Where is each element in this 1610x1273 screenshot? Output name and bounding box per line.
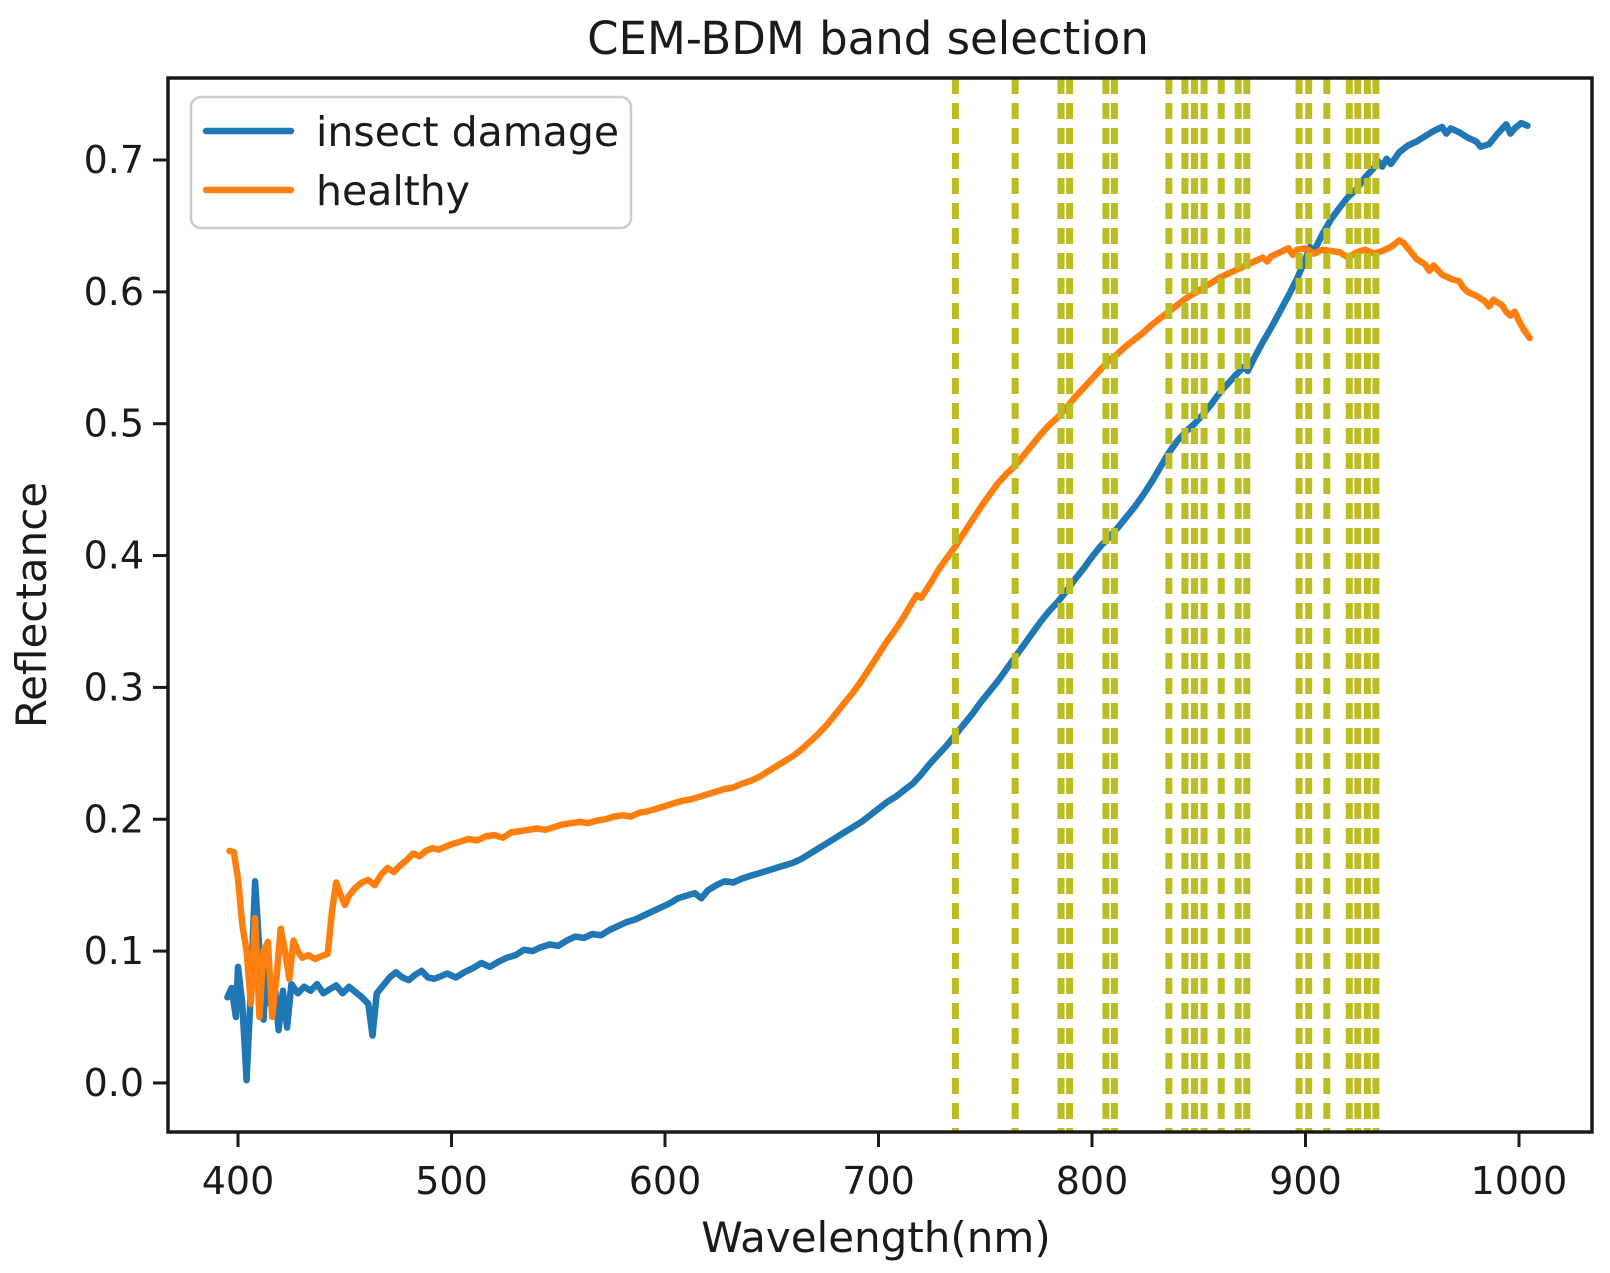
- legend-box: [189, 95, 633, 230]
- x-tick-label-400: 400: [202, 1159, 275, 1203]
- series-line-healthy: [226, 237, 1533, 1021]
- y-tick-label-0.7: 0.7: [84, 138, 144, 182]
- x-tick-label-700: 700: [842, 1159, 915, 1203]
- chart-title: CEM-BDM band selection: [587, 12, 1149, 65]
- y-tick-label-0.1: 0.1: [84, 929, 144, 973]
- x-tick-label-800: 800: [1056, 1159, 1129, 1203]
- x-tick-label-1000: 1000: [1471, 1159, 1568, 1203]
- y-tick-label-0.0: 0.0: [84, 1061, 144, 1105]
- x-axis-ticks: 400 500 600 700 800 900 1000: [202, 1132, 1568, 1203]
- x-tick-label-600: 600: [629, 1159, 702, 1203]
- x-tick-label-500: 500: [415, 1159, 488, 1203]
- y-tick-label-0.5: 0.5: [84, 402, 144, 446]
- legend-label-insect-damage: insect damage: [316, 108, 619, 156]
- y-axis-label: Reflectance: [7, 482, 56, 728]
- series-lines-group: [224, 119, 1533, 1084]
- y-tick-label-0.3: 0.3: [84, 665, 144, 709]
- y-tick-label-0.4: 0.4: [84, 534, 144, 578]
- x-axis-label: Wavelength(nm): [701, 1213, 1050, 1262]
- legend-label-healthy: healthy: [316, 167, 470, 215]
- series-line-insect-damage: [224, 119, 1531, 1084]
- y-tick-label-0.6: 0.6: [84, 270, 144, 314]
- legend: insect damage healthy: [189, 95, 633, 230]
- x-tick-label-900: 900: [1269, 1159, 1342, 1203]
- band-lines-group: [951, 78, 1380, 1132]
- y-axis-ticks: 0.0 0.1 0.2 0.3 0.4 0.5 0.6 0.7: [84, 138, 168, 1105]
- y-tick-label-0.2: 0.2: [84, 797, 144, 841]
